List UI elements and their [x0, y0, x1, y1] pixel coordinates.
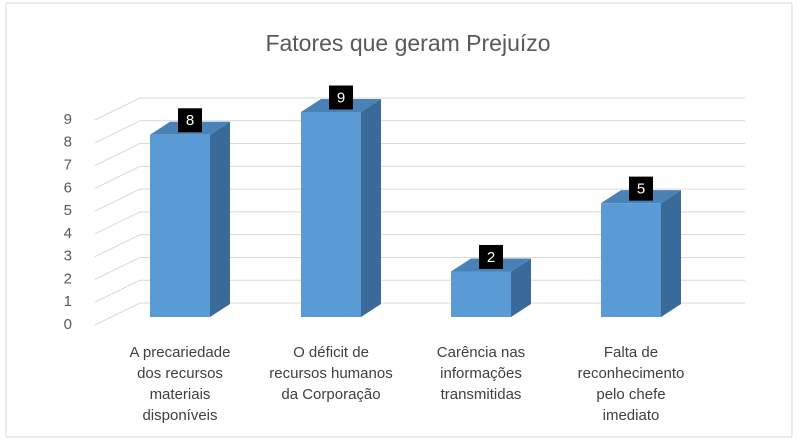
bar: [150, 134, 210, 317]
data-label-box: [178, 108, 202, 133]
grid-line-side: [94, 120, 141, 144]
y-tick-label: 4: [64, 225, 72, 242]
y-tick-label: 3: [64, 248, 72, 265]
grid-line-side: [94, 143, 141, 167]
data-label: 9: [337, 89, 345, 106]
y-tick-label: 8: [64, 134, 72, 151]
data-label: 8: [186, 112, 194, 129]
grid-line-side: [94, 256, 141, 280]
grid-line-side: [94, 165, 141, 189]
y-tick-label: 7: [64, 157, 72, 174]
data-label: 2: [487, 249, 495, 266]
y-tick-label: 0: [64, 316, 72, 333]
data-label: 5: [637, 181, 645, 198]
x-tick-label: Carência nas informações transmitidas: [436, 344, 526, 403]
y-tick-label: 5: [64, 202, 72, 219]
y-tick-label: 9: [64, 111, 72, 128]
bar: [451, 271, 511, 317]
bar-side: [661, 190, 681, 317]
grid-line-side: [94, 188, 141, 212]
x-tick-label: Falta de reconhecimento pelo chefe imedi…: [577, 344, 685, 424]
data-label-box: [629, 176, 653, 201]
grid-line-side: [94, 211, 141, 235]
data-label-box: [479, 244, 503, 269]
data-label-box: [329, 85, 353, 110]
y-tick-label: 1: [64, 293, 72, 310]
grid-line-side: [94, 234, 141, 258]
bar: [301, 112, 361, 317]
x-tick-label: O déficit de recursos humanos da Corpora…: [269, 344, 393, 403]
bar-side: [210, 121, 230, 318]
bar-side: [361, 99, 381, 317]
grid-line-side: [94, 97, 141, 121]
grid-line-side: [94, 279, 141, 303]
bar-side: [511, 258, 531, 317]
x-tick-label: A precariedade dos recursos materiais di…: [129, 344, 231, 424]
grid-line-side: [94, 302, 141, 326]
y-tick-label: 2: [64, 270, 72, 287]
y-tick-label: 6: [64, 179, 72, 196]
bar: [601, 203, 661, 317]
chart-title: Fatores que geram Prejuízo: [265, 30, 550, 56]
